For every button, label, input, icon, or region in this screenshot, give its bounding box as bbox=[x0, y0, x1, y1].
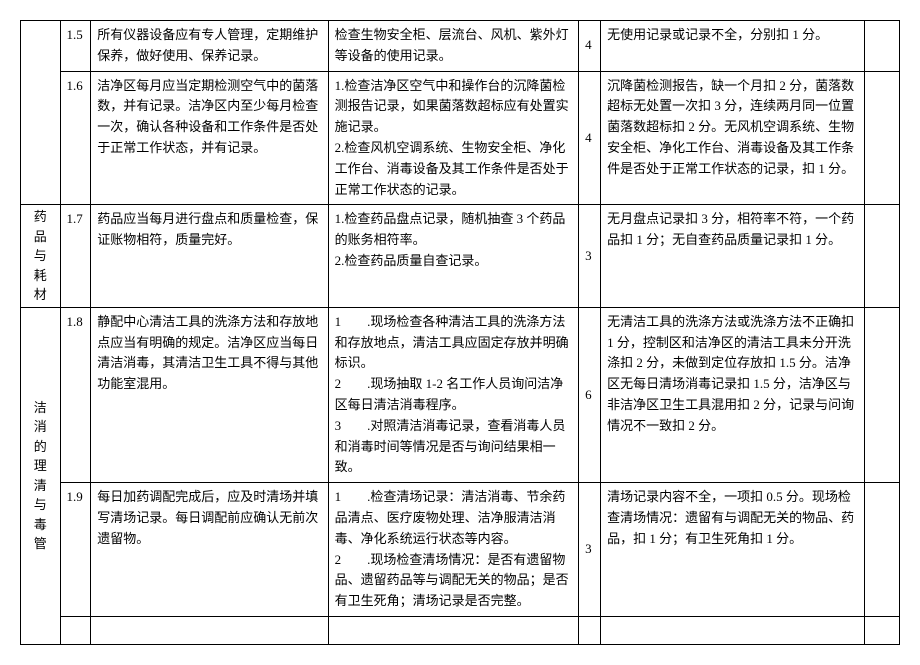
score-cell: 4 bbox=[579, 71, 601, 205]
category-cell bbox=[21, 21, 61, 205]
criteria-cell: 清场记录内容不全，一项扣 0.5 分。现场检查清场情况：遗留有与调配无关的物品、… bbox=[601, 483, 865, 617]
method-cell: 检查生物安全柜、层流台、风机、紫外灯等设备的使用记录。 bbox=[328, 21, 579, 72]
number-cell: 1.9 bbox=[60, 483, 91, 617]
extra-cell bbox=[864, 483, 899, 617]
criteria-cell: 无清洁工具的洗涤方法或洗涤方法不正确扣 1 分，控制区和洁净区的清洁工具未分开洗… bbox=[601, 307, 865, 482]
category-label: 药品与耗材 bbox=[34, 207, 47, 305]
method-cell: 1 .现场检查各种清洁工具的洗涤方法和存放地点，清洁工具应固定存放并明确标识。2… bbox=[328, 307, 579, 482]
table-row: 1.6 洁净区每月应当定期检测空气中的菌落数，并有记录。洁净区内至少每月检查一次… bbox=[21, 71, 900, 205]
score-cell: 3 bbox=[579, 205, 601, 308]
number-cell: 1.5 bbox=[60, 21, 91, 72]
number-cell: 1.6 bbox=[60, 71, 91, 205]
requirement-cell: 静配中心清洁工具的洗涤方法和存放地点应当有明确的规定。洁净区应当每日清洁消毒，其… bbox=[91, 307, 328, 482]
score-cell: 3 bbox=[579, 483, 601, 617]
table-row: 1.5 所有仪器设备应有专人管理，定期维护保养，做好使用、保养记录。 检查生物安… bbox=[21, 21, 900, 72]
table-row: 药品与耗材 1.7 药品应当每月进行盘点和质量检查，保证账物相符，质量完好。 1… bbox=[21, 205, 900, 308]
method-cell: 1 .检查清场记录：清洁消毒、节余药品清点、医疗废物处理、洁净服清洁消毒、净化系… bbox=[328, 483, 579, 617]
table-row-empty bbox=[21, 617, 900, 645]
number-cell: 1.8 bbox=[60, 307, 91, 482]
number-cell: 1.7 bbox=[60, 205, 91, 308]
score-cell: 4 bbox=[579, 21, 601, 72]
criteria-cell: 无使用记录或记录不全，分别扣 1 分。 bbox=[601, 21, 865, 72]
score-cell bbox=[579, 617, 601, 645]
extra-cell bbox=[864, 205, 899, 308]
requirement-cell: 所有仪器设备应有专人管理，定期维护保养，做好使用、保养记录。 bbox=[91, 21, 328, 72]
method-cell: 1.检查洁净区空气中和操作台的沉降菌检测报告记录，如果菌落数超标应有处置实施记录… bbox=[328, 71, 579, 205]
category-cell: 洁消的理清与毒管 bbox=[21, 307, 61, 644]
category-label: 洁消的理清与毒管 bbox=[34, 398, 47, 554]
table-row: 洁消的理清与毒管 1.8 静配中心清洁工具的洗涤方法和存放地点应当有明确的规定。… bbox=[21, 307, 900, 482]
method-cell bbox=[328, 617, 579, 645]
assessment-table: 1.5 所有仪器设备应有专人管理，定期维护保养，做好使用、保养记录。 检查生物安… bbox=[20, 20, 900, 645]
extra-cell bbox=[864, 21, 899, 72]
table-row: 1.9 每日加药调配完成后，应及时清场并填写清场记录。每日调配前应确认无前次遗留… bbox=[21, 483, 900, 617]
requirement-cell bbox=[91, 617, 328, 645]
criteria-cell: 沉降菌检测报告，缺一个月扣 2 分，菌落数超标无处置一次扣 3 分，连续两月同一… bbox=[601, 71, 865, 205]
method-cell: 1.检查药品盘点记录，随机抽查 3 个药品的账务相符率。2.检查药品质量自查记录… bbox=[328, 205, 579, 308]
criteria-cell: 无月盘点记录扣 3 分，相符率不符，一个药品扣 1 分；无自查药品质量记录扣 1… bbox=[601, 205, 865, 308]
extra-cell bbox=[864, 307, 899, 482]
number-cell bbox=[60, 617, 91, 645]
score-cell: 6 bbox=[579, 307, 601, 482]
category-cell: 药品与耗材 bbox=[21, 205, 61, 308]
extra-cell bbox=[864, 71, 899, 205]
requirement-cell: 洁净区每月应当定期检测空气中的菌落数，并有记录。洁净区内至少每月检查一次，确认各… bbox=[91, 71, 328, 205]
requirement-cell: 每日加药调配完成后，应及时清场并填写清场记录。每日调配前应确认无前次遗留物。 bbox=[91, 483, 328, 617]
extra-cell bbox=[864, 617, 899, 645]
requirement-cell: 药品应当每月进行盘点和质量检查，保证账物相符，质量完好。 bbox=[91, 205, 328, 308]
criteria-cell bbox=[601, 617, 865, 645]
